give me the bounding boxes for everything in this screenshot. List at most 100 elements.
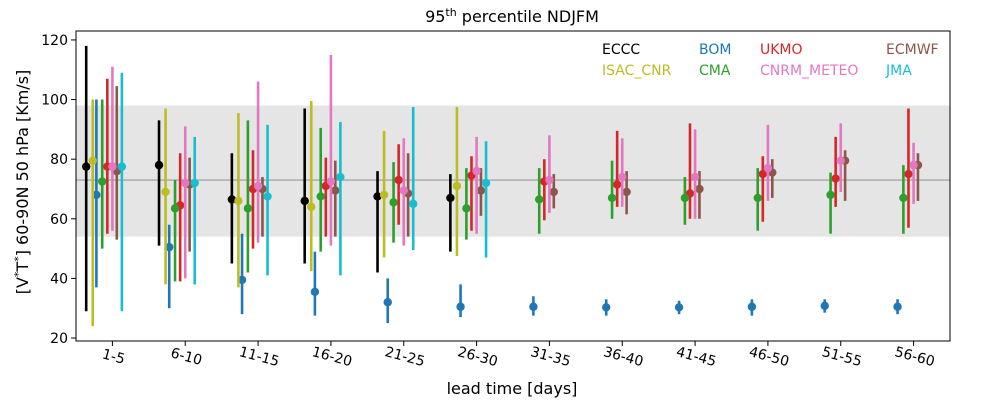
y-tick-label: 60 — [50, 212, 68, 228]
y-label-sup-2: * — [12, 256, 25, 262]
data-point — [747, 302, 757, 311]
data-point — [695, 184, 704, 194]
x-tick-label: 11-15 — [237, 344, 280, 370]
data-point — [165, 242, 174, 252]
y-label-prefix: [V — [13, 277, 32, 294]
title-superscript: th — [445, 6, 456, 19]
series-eccc — [81, 45, 455, 312]
data-point — [154, 160, 164, 170]
data-point — [462, 204, 471, 213]
y-axis-label: [V*T*] 60-90N 50 hPa [Km/s] — [12, 70, 32, 295]
series-cma — [98, 99, 908, 282]
data-point — [98, 177, 107, 186]
data-point — [612, 180, 622, 189]
data-point — [253, 181, 263, 191]
y-tick-label: 120 — [41, 33, 68, 49]
title-rest: percentile NDJFM — [457, 7, 599, 26]
y-tick-label: 80 — [50, 152, 68, 168]
data-point — [383, 298, 392, 307]
series-bom — [92, 99, 902, 324]
data-point — [237, 275, 247, 285]
data-point — [331, 186, 340, 195]
legend-entry: ISAC_CNR — [602, 63, 672, 79]
x-tick-label: 41-45 — [674, 344, 717, 370]
data-point — [545, 175, 554, 185]
data-point — [680, 193, 690, 203]
data-point — [763, 163, 773, 173]
y-axis: 20 40 60 80 100 120 — [41, 33, 76, 347]
data-point — [92, 190, 101, 200]
data-point — [456, 302, 465, 311]
data-point — [622, 187, 631, 197]
data-point — [394, 175, 403, 185]
data-point — [81, 162, 91, 171]
data-point — [316, 192, 325, 201]
data-point — [607, 193, 617, 203]
data-point — [836, 156, 845, 165]
series-jma — [117, 72, 491, 312]
data-point — [472, 166, 481, 176]
data-point — [227, 195, 237, 204]
data-point — [326, 177, 336, 186]
title-main: 95 — [425, 7, 445, 26]
data-point — [753, 193, 762, 203]
data-point — [88, 156, 97, 165]
data-point — [826, 190, 835, 200]
x-tick-label: 6-10 — [169, 345, 204, 369]
data-point — [899, 193, 908, 203]
data-point — [820, 301, 829, 311]
data-point — [263, 192, 272, 201]
x-tick-label: 31-35 — [529, 344, 572, 370]
data-point — [234, 196, 243, 206]
series-ecmwf — [112, 86, 923, 252]
x-tick-label: 1-5 — [100, 346, 126, 367]
x-tick-label: 21-25 — [383, 344, 426, 370]
data-point — [379, 190, 389, 200]
data-point — [476, 186, 486, 195]
data-point — [690, 172, 700, 182]
series-ukmo — [103, 78, 913, 282]
data-point — [602, 303, 611, 312]
data-point — [336, 172, 345, 182]
legend: ECCC BOM UKMO ECMWF ISAC_CNR CMA CNRM_METEO JMA — [602, 42, 939, 79]
y-tick-label: 20 — [50, 331, 68, 347]
y-label-sup-1: * — [12, 271, 25, 277]
data-point — [300, 196, 309, 206]
data-point — [181, 178, 190, 188]
y-label-mid: T — [13, 262, 32, 273]
data-point — [674, 303, 684, 312]
data-point — [307, 202, 316, 212]
data-point — [108, 162, 117, 171]
data-point — [170, 204, 180, 213]
x-tick-label: 16-20 — [310, 344, 353, 370]
data-point — [446, 193, 455, 203]
plot-frame — [75, 30, 951, 342]
x-tick-label: 56-60 — [893, 344, 936, 370]
reference-band — [76, 105, 950, 237]
data-point — [831, 174, 840, 183]
x-tick-label: 26-30 — [456, 344, 499, 370]
data-point — [389, 198, 398, 207]
legend-entry: CMA — [699, 63, 731, 79]
legend-entry: ECCC — [602, 42, 640, 58]
y-label-suffix: ] 60-90N 50 hPa [Km/s] — [13, 70, 32, 257]
x-axis: 1-5 6-10 11-15 16-20 21-25 26-30 31-35 36-40 41-… — [100, 341, 936, 370]
x-axis-label: lead time [days] — [447, 379, 578, 398]
chart-title: 95th percentile NDJFM — [425, 6, 599, 26]
data-point — [618, 172, 627, 182]
data-point — [758, 169, 768, 179]
legend-entry: BOM — [699, 42, 731, 58]
legend-entry: JMA — [885, 63, 912, 79]
data-marks — [81, 45, 923, 327]
x-tick-label: 46-50 — [747, 344, 790, 370]
data-point — [161, 187, 170, 197]
data-point — [409, 199, 418, 209]
data-point — [243, 204, 253, 213]
data-point — [904, 169, 913, 179]
svg-text:95th percentile NDJFM: 95th percentile NDJFM — [425, 6, 599, 26]
legend-entry: CNRM_METEO — [760, 63, 858, 79]
legend-entry: ECMWF — [886, 42, 939, 58]
series-isac-cnr — [88, 99, 462, 327]
